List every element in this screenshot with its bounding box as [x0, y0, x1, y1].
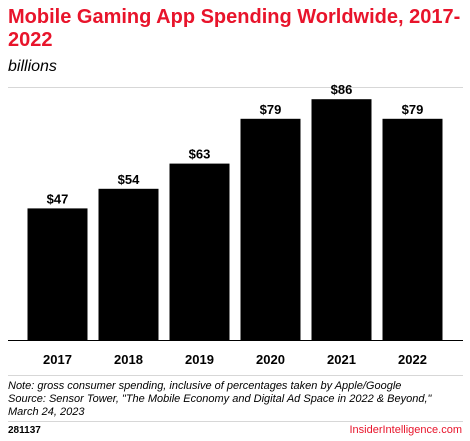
chart-subtitle: billions — [8, 58, 57, 75]
x-tick-2017: 2017 — [43, 352, 72, 367]
data-label-2018: $54 — [118, 172, 140, 187]
footer-divider — [8, 421, 463, 422]
x-tick-2022: 2022 — [398, 352, 427, 367]
source-note: Note: gross consumer spending, inclusive… — [8, 380, 463, 419]
data-label-2020: $79 — [260, 102, 282, 117]
bar-2017 — [27, 208, 88, 340]
bar-2021 — [311, 99, 372, 340]
bar-2022 — [382, 118, 443, 340]
bar-chart: $47 2017 $54 2018 $63 2019 $79 2020 $86 2021 $79 20… — [8, 82, 463, 367]
x-tick-2021: 2021 — [327, 352, 356, 367]
x-tick-2020: 2020 — [256, 352, 285, 367]
bar-2020 — [240, 118, 301, 340]
note-line: Note: gross consumer spending, inclusive… — [8, 380, 402, 392]
data-label-2019: $63 — [189, 147, 211, 162]
data-label-2022: $79 — [402, 102, 424, 117]
x-tick-2019: 2019 — [185, 352, 214, 367]
brand-link[interactable]: InsiderIntelligence.com — [349, 424, 462, 436]
bar-2018 — [98, 188, 159, 340]
bar-2019 — [169, 163, 230, 340]
data-label-2021: $86 — [331, 82, 353, 97]
top-divider — [8, 87, 463, 88]
source-line: Source: Sensor Tower, "The Mobile Econom… — [8, 393, 432, 405]
chart-code: 281137 — [8, 425, 41, 436]
chart-title: Mobile Gaming App Spending Worldwide, 20… — [8, 6, 461, 51]
axis-divider — [8, 375, 463, 376]
x-tick-2018: 2018 — [114, 352, 143, 367]
data-label-2017: $47 — [47, 191, 69, 206]
source-date-line: March 24, 2023 — [8, 406, 85, 418]
